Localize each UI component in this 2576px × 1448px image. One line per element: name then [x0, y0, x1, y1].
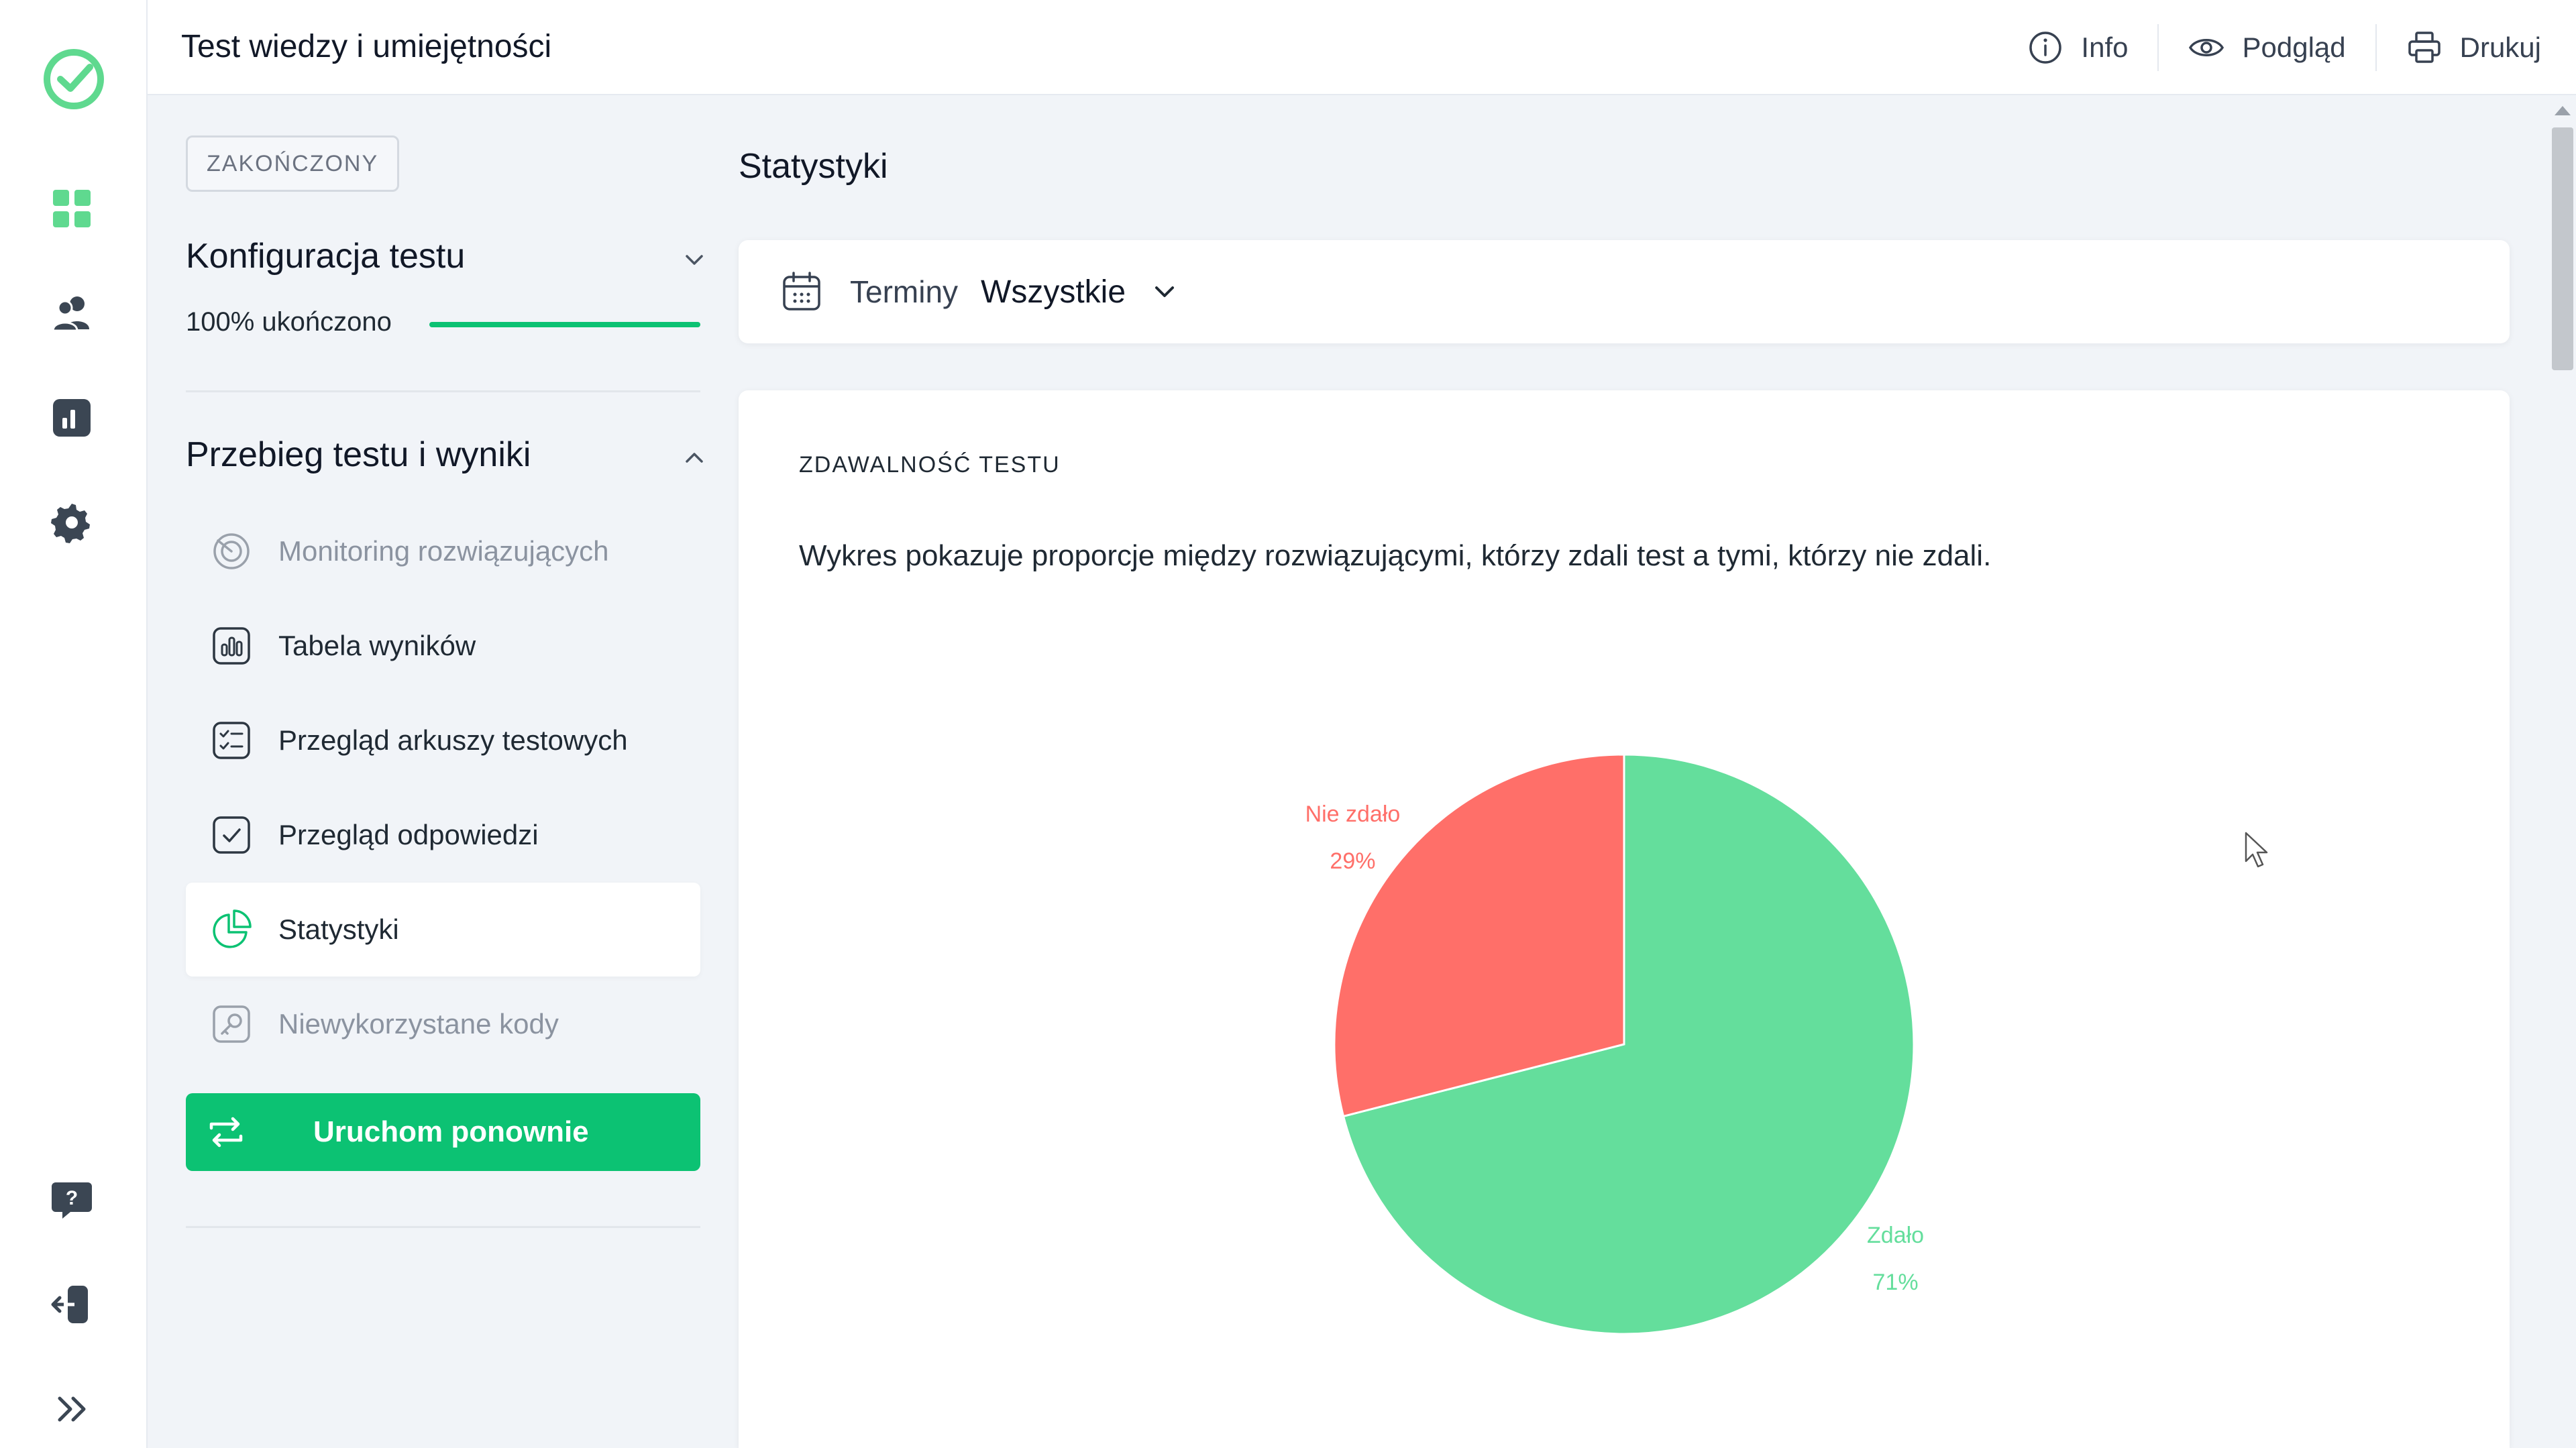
nav-item-test-sheets[interactable]: Przegląd arkuszy testowych	[186, 693, 700, 787]
terms-select[interactable]: Wszystkie	[981, 274, 1126, 310]
icon-rail: ?	[0, 0, 148, 1448]
pie-slice-passed[interactable]	[1342, 753, 1915, 1335]
scroll-up-arrow[interactable]	[2555, 106, 2571, 115]
check-square-icon	[213, 816, 250, 854]
results-section-title[interactable]: Przebieg testu i wyniki	[186, 435, 531, 474]
nav-item-label: Przegląd arkuszy testowych	[278, 724, 628, 756]
help-icon[interactable]: ?	[48, 1176, 95, 1223]
restart-button-label: Uruchom ponownie	[313, 1115, 589, 1148]
nav-item-results-table[interactable]: Tabela wyników	[186, 599, 700, 693]
top-separator	[2157, 24, 2159, 71]
divider	[186, 1226, 700, 1228]
status-badge: ZAKOŃCZONY	[186, 135, 400, 192]
info-button[interactable]: Info	[1998, 24, 2157, 71]
scrollbar[interactable]	[2549, 95, 2576, 1448]
results-table-icon	[213, 627, 250, 665]
chevron-up-icon[interactable]	[678, 441, 711, 475]
settings-icon[interactable]	[48, 499, 95, 546]
progress-fill	[429, 322, 700, 327]
app-title: Test wiedzy i umiejętności	[181, 29, 552, 64]
print-button[interactable]: Drukuj	[2377, 24, 2541, 71]
nav-item-label: Przegląd odpowiedzi	[278, 819, 539, 850]
mouse-cursor-icon	[2245, 832, 2268, 868]
nav-item-statistics[interactable]: Statystyki	[186, 883, 700, 977]
chart-description: Wykres pokazuje proporcje między rozwiąz…	[799, 539, 1992, 572]
chart-heading: ZDAWALNOŚĆ TESTU	[799, 452, 1061, 478]
logo-check-icon[interactable]	[40, 46, 107, 113]
calendar-icon	[783, 272, 820, 311]
sidebar-panel: ZAKOŃCZONY Konfiguracja testu 100% ukońc…	[148, 95, 765, 1448]
chevron-down-icon[interactable]	[678, 243, 711, 276]
page-title: Statystyki	[739, 147, 888, 186]
pie-chart-icon	[213, 909, 252, 948]
expand-icon[interactable]	[48, 1386, 95, 1433]
repeat-icon	[209, 1117, 243, 1148]
pie-label-value: 71%	[1873, 1270, 1919, 1295]
preview-label: Podgląd	[2242, 32, 2346, 63]
top-bar: Test wiedzy i umiejętności Info Podgląd …	[148, 0, 2576, 95]
top-separator	[2375, 24, 2377, 71]
restart-button[interactable]: Uruchom ponownie	[186, 1093, 700, 1171]
pie-label-value: 29%	[1330, 848, 1375, 874]
reports-icon[interactable]	[48, 394, 95, 441]
info-label: Info	[2081, 32, 2129, 63]
monitoring-icon	[213, 533, 250, 569]
key-icon	[213, 1005, 250, 1043]
nav-item-monitoring[interactable]: Monitoring rozwiązujących	[186, 504, 700, 598]
pass-rate-card: Zdało 71% Nie zdało 29% ZDAWALNOŚĆ TESTU Wy…	[739, 390, 2510, 1448]
nav-item-label: Niewykorzystane kody	[278, 1008, 559, 1040]
divider	[186, 390, 700, 392]
progress-label: 100% ukończono	[186, 307, 392, 337]
printer-icon	[2408, 32, 2440, 63]
scroll-thumb[interactable]	[2552, 127, 2573, 370]
eye-icon	[2189, 39, 2224, 56]
preview-button[interactable]: Podgląd	[2159, 24, 2375, 71]
terms-filter: Terminy Wszystkie	[739, 240, 2510, 343]
nav-item-label: Statystyki	[278, 913, 399, 945]
svg-text:?: ?	[66, 1187, 78, 1209]
nav-item-unused-codes[interactable]: Niewykorzystane kody	[186, 977, 700, 1071]
logout-icon[interactable]	[48, 1281, 95, 1328]
config-section-title[interactable]: Konfiguracja testu	[186, 237, 466, 276]
terms-label: Terminy	[850, 274, 959, 309]
info-icon	[2029, 32, 2062, 64]
pie-label-name: Nie zdało	[1305, 801, 1401, 827]
print-label: Drukuj	[2459, 32, 2541, 63]
top-actions: Info Podgląd Drukuj	[1998, 24, 2541, 71]
users-icon[interactable]	[48, 290, 95, 337]
pass-rate-pie-chart: Zdało 71% Nie zdało 29%	[1305, 753, 1924, 1335]
nav-item-label: Tabela wyników	[278, 630, 476, 661]
checklist-icon	[213, 722, 250, 759]
progress-bar	[429, 322, 700, 327]
dashboard-icon[interactable]	[48, 185, 95, 232]
nav-item-label: Monitoring rozwiązujących	[278, 535, 609, 567]
nav-item-answers[interactable]: Przegląd odpowiedzi	[186, 788, 700, 882]
chevron-down-icon[interactable]	[1148, 276, 1181, 308]
pie-slice-failed[interactable]	[1333, 753, 1625, 1118]
pie-label-name: Zdało	[1867, 1223, 1924, 1248]
